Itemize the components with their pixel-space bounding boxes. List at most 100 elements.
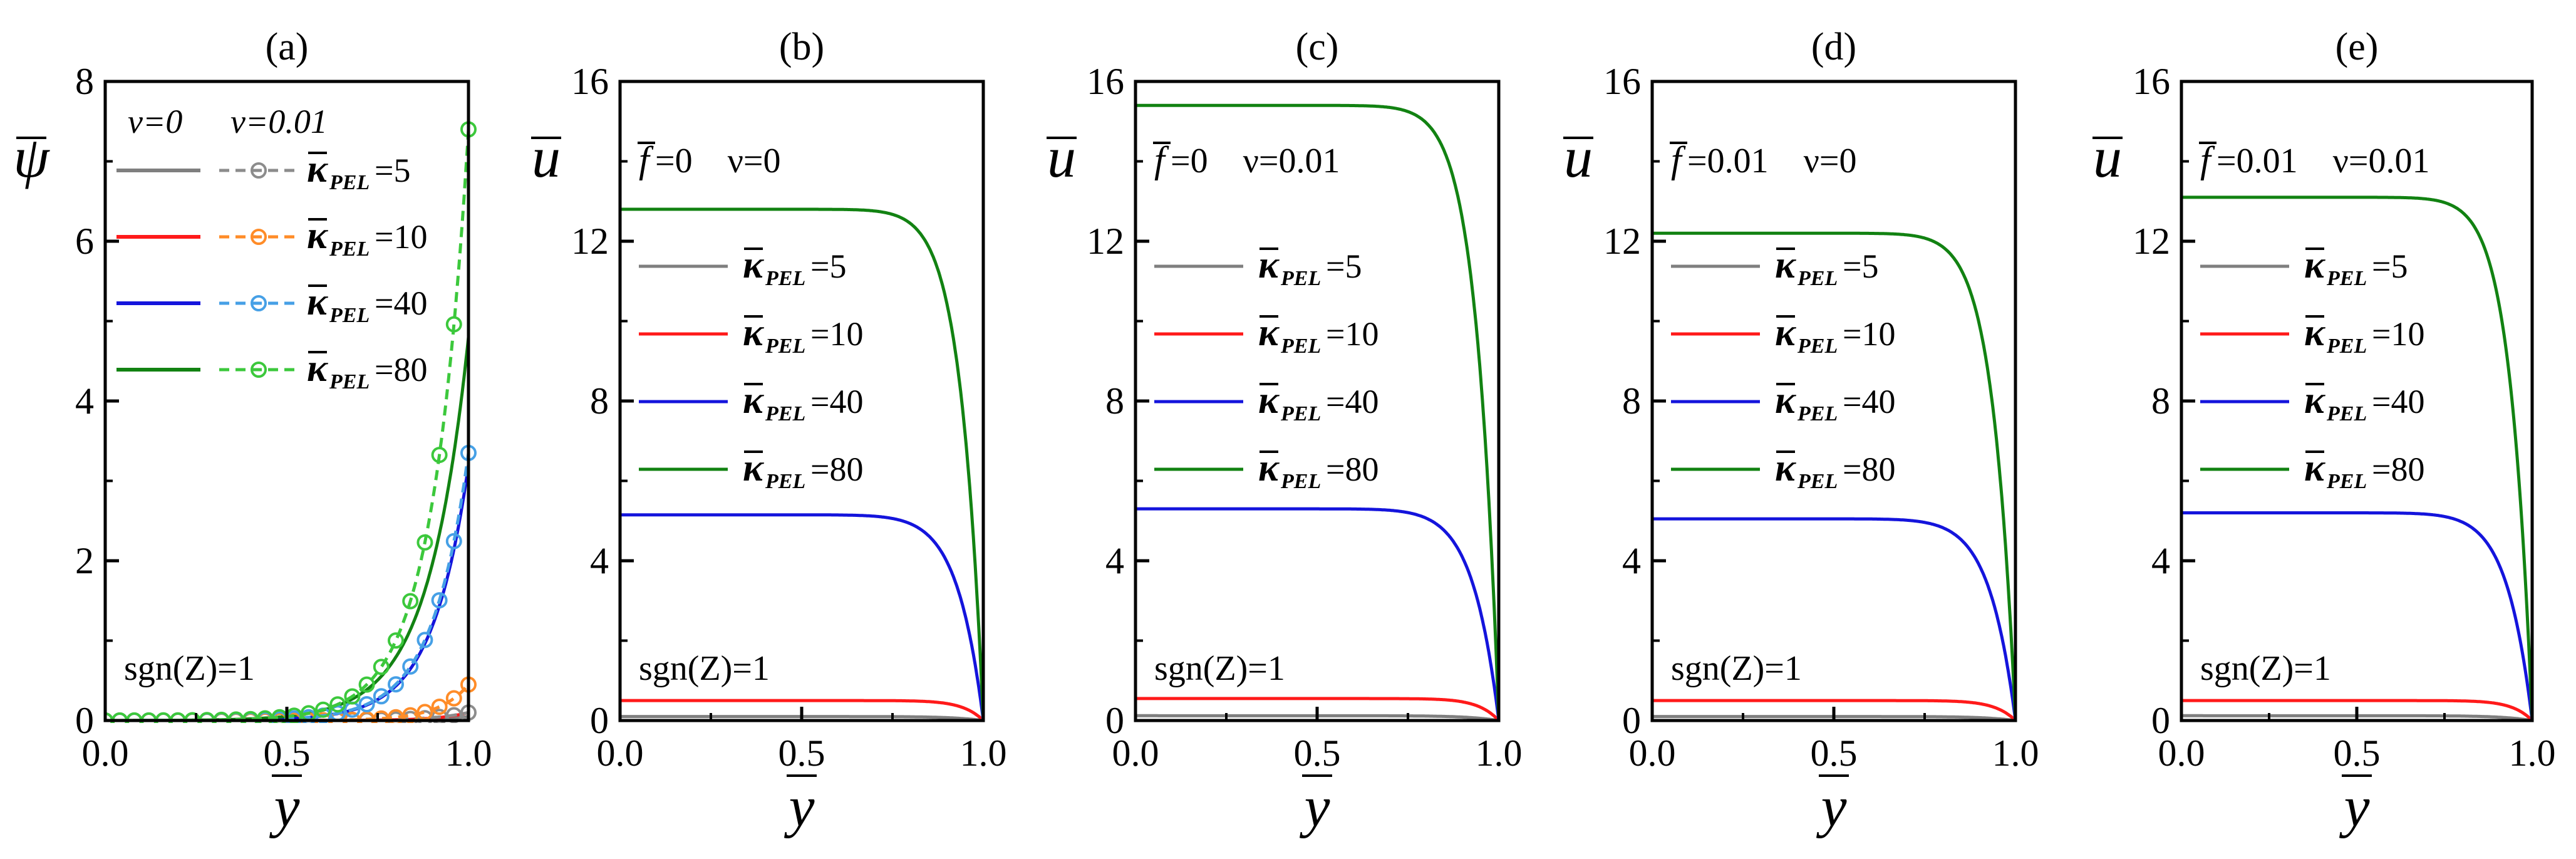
series-marker-k80_dash (402, 593, 419, 610)
legend-value: =5 (2372, 247, 2408, 285)
legend-entry-k40: κ PEL =40 (307, 281, 427, 327)
kappa-symbol: κ (307, 347, 328, 390)
series-line-k80 (2181, 195, 2534, 721)
kappa-subscript: PEL (1280, 335, 1321, 358)
legend-entry-k80: κ PEL =80 (1258, 447, 1379, 493)
condition-f-symbol: f (639, 139, 654, 180)
series-marker-k10_dash (402, 707, 419, 723)
curves (2181, 195, 2534, 722)
curves (1652, 231, 2017, 722)
kappa-subscript: PEL (329, 237, 370, 261)
kappa-subscript: PEL (1797, 267, 1838, 290)
series-marker-k80_dash (329, 696, 346, 713)
kappa-symbol: κ (1258, 244, 1280, 286)
x-tick-label: 0.5 (264, 732, 311, 774)
series-marker-k80_dash (388, 632, 404, 649)
y-tick-label: 0 (1105, 700, 1124, 741)
legend-entry-k10: κ PEL =10 (1258, 311, 1379, 358)
y-tick-label: 0 (590, 700, 609, 741)
kappa-symbol: κ (1775, 447, 1796, 489)
annotation-text: sgn(Z)=1 (1671, 649, 1802, 688)
kappa-symbol: κ (307, 281, 328, 323)
y-tick-label: 0 (1622, 700, 1641, 741)
legend-value: =5 (1326, 247, 1362, 285)
kappa-subscript: PEL (329, 370, 370, 393)
series-marker-k40_dash (358, 696, 375, 712)
y-tick-label: 4 (2151, 540, 2170, 581)
legend-value: =10 (2372, 315, 2424, 353)
kappa-symbol: κ (743, 311, 764, 354)
legend-value: =10 (1326, 315, 1379, 353)
kappa-symbol: κ (1258, 379, 1280, 422)
kappa-symbol: κ (1775, 244, 1796, 286)
kappa-subscript: PEL (329, 304, 370, 327)
legend-entry-k80: κ PEL =80 (307, 347, 427, 393)
annotation-text: sgn(Z)=1 (639, 649, 770, 688)
legend-header: ν=0.01 (230, 103, 328, 140)
y-tick-label: 4 (1622, 540, 1641, 581)
y-axis-label: ψ (13, 125, 50, 189)
condition-text: =0.01 ν=0.01 (2216, 142, 2429, 180)
legend-entry-k10: κ PEL =10 (2304, 311, 2424, 358)
legend-value: =10 (1843, 315, 1895, 353)
legend-value: =80 (375, 351, 427, 388)
x-axis-label: y (1816, 774, 1847, 838)
x-tick-label: 0.0 (597, 732, 644, 774)
series-marker-k10_dash (445, 690, 462, 707)
y-tick-label: 0 (75, 700, 94, 741)
legend-entry-k40: κ PEL =40 (743, 379, 863, 425)
legend-marker-k40_dash (251, 295, 267, 311)
y-axis-label: u (1047, 125, 1076, 189)
series-line-k40 (2181, 511, 2534, 721)
legend-value: =80 (2372, 450, 2424, 488)
panel-title: (a) (266, 26, 309, 68)
series-marker-k40_dash (431, 592, 448, 609)
x-tick-label: 1.0 (1992, 732, 2039, 774)
kappa-subscript: PEL (2326, 335, 2367, 358)
kappa-symbol: κ (2304, 311, 2325, 354)
legend-value: =40 (810, 383, 863, 420)
legend-entry-k5: κ PEL =5 (1775, 244, 1878, 290)
condition-text: =0 ν=0.01 (1171, 142, 1340, 180)
legend-value: =80 (1843, 450, 1895, 488)
y-tick-label: 16 (2133, 61, 2170, 102)
legend-value: =40 (2372, 383, 2424, 420)
y-tick-label: 6 (75, 221, 94, 262)
y-tick-label: 8 (75, 61, 94, 102)
kappa-subscript: PEL (2326, 402, 2367, 425)
x-tick-label: 0.5 (1811, 732, 1858, 774)
y-tick-label: 12 (1087, 221, 1124, 262)
kappa-symbol: κ (743, 244, 764, 286)
x-axis-label: y (2339, 774, 2370, 838)
curves (1135, 103, 1501, 722)
legend-value: =40 (375, 284, 427, 322)
y-tick-label: 12 (571, 221, 609, 262)
curves (105, 121, 477, 723)
legend-marker-k5_dash (251, 162, 267, 179)
series-marker-k80_dash (416, 534, 433, 551)
annotation-text: sgn(Z)=1 (2200, 649, 2331, 688)
y-tick-label: 4 (590, 540, 609, 581)
series-line-k80 (1135, 103, 1501, 721)
y-tick-label: 4 (75, 380, 94, 422)
y-tick-label: 8 (2151, 380, 2170, 422)
kappa-subscript: PEL (765, 402, 805, 425)
legend-value: =5 (375, 152, 410, 189)
condition-f-symbol: f (1671, 139, 1686, 180)
series-line-k10 (1652, 699, 2017, 722)
kappa-symbol: κ (1775, 311, 1796, 354)
kappa-symbol: κ (743, 379, 764, 422)
x-tick-label: 0.0 (2158, 732, 2205, 774)
y-tick-label: 12 (2133, 221, 2170, 262)
series-marker-k10_dash (416, 704, 433, 721)
series-line-k10 (1135, 697, 1500, 722)
legend-value: =40 (1326, 383, 1379, 420)
annotation-text: sgn(Z)=1 (124, 649, 255, 688)
kappa-subscript: PEL (2326, 470, 2367, 493)
x-tick-label: 1.0 (445, 732, 492, 774)
panel-title: (d) (1811, 26, 1856, 68)
series-marker-k10_dash (431, 699, 448, 715)
legend-value: =5 (810, 247, 846, 285)
x-tick-label: 0.0 (82, 732, 129, 774)
